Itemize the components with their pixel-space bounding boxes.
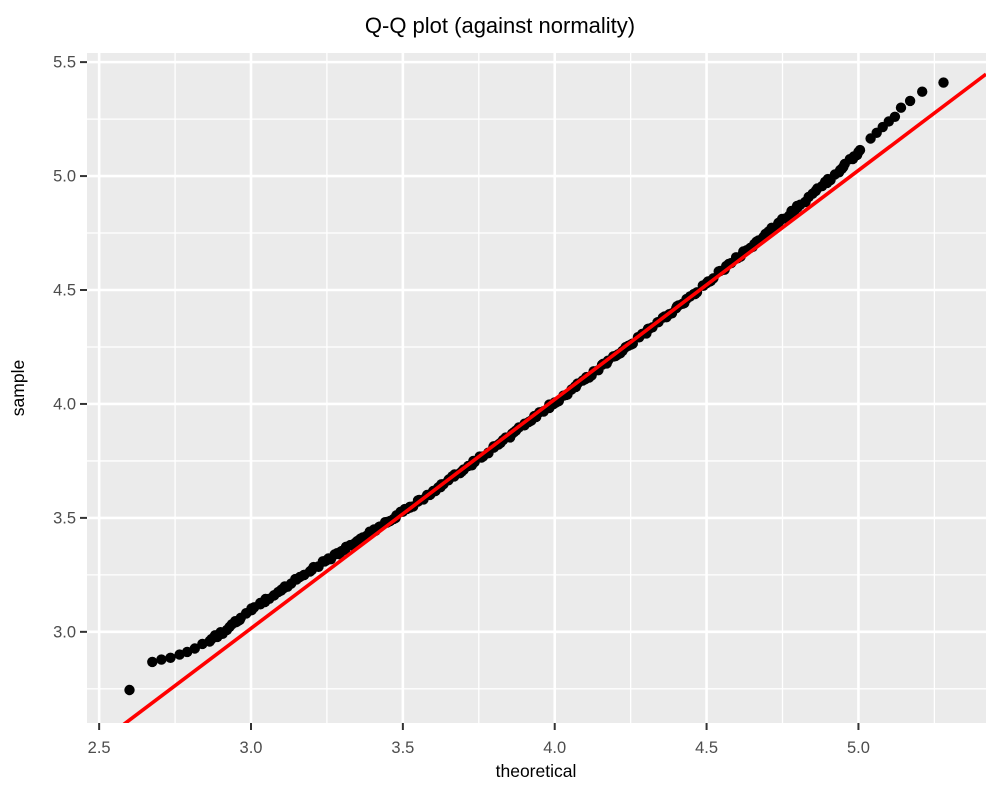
data-point xyxy=(822,175,834,186)
data-point xyxy=(189,643,200,654)
data-point xyxy=(889,111,901,123)
y-tick-label: 4.0 xyxy=(53,395,76,413)
major-gridlines xyxy=(87,53,986,723)
y-tick-label: 4.5 xyxy=(53,282,76,300)
data-layer xyxy=(122,72,986,723)
data-point xyxy=(917,86,928,97)
x-tick-label: 2.5 xyxy=(88,739,111,757)
data-point xyxy=(147,656,158,668)
y-tick-label: 3.5 xyxy=(53,509,76,527)
x-axis-title: theoretical xyxy=(496,761,577,781)
data-point xyxy=(838,161,849,173)
y-tick-label: 5.0 xyxy=(53,168,76,186)
data-point xyxy=(895,102,907,113)
y-tick-label: 5.5 xyxy=(53,54,76,72)
axis-tick-labels: 2.5 3.0 3.5 4.0 4.5 5.0 3.0 3.5 4.0 4.5 5.0 5.5 xyxy=(53,54,870,757)
data-point xyxy=(206,633,217,645)
qq-reference-line xyxy=(122,72,986,723)
data-point xyxy=(336,545,348,557)
data-point xyxy=(352,535,363,547)
plot-title: Q-Q plot (against normality) xyxy=(365,13,635,38)
data-point xyxy=(261,594,272,606)
data-point xyxy=(215,628,226,639)
data-point xyxy=(792,202,803,213)
data-point xyxy=(197,638,208,650)
x-tick-label: 5.0 xyxy=(847,739,870,757)
x-tick-label: 4.0 xyxy=(543,739,566,757)
data-point xyxy=(230,617,241,628)
data-point xyxy=(938,77,949,88)
data-point xyxy=(853,146,864,158)
data-point xyxy=(165,652,176,663)
y-axis-title: sample xyxy=(8,360,28,416)
data-point xyxy=(245,605,257,616)
y-tick-label: 3.0 xyxy=(53,623,76,641)
data-point xyxy=(904,95,916,107)
data-point xyxy=(306,564,317,576)
data-point xyxy=(291,574,302,585)
data-point xyxy=(276,584,287,595)
data-point xyxy=(321,554,333,566)
x-tick-label: 3.0 xyxy=(240,739,263,757)
minor-gridlines xyxy=(87,53,986,723)
plot-panel xyxy=(87,53,986,723)
x-tick-label: 4.5 xyxy=(695,739,718,757)
data-point xyxy=(156,654,167,665)
data-point xyxy=(124,684,135,696)
x-tick-label: 3.5 xyxy=(391,739,414,757)
axis-tick-marks xyxy=(80,61,860,730)
